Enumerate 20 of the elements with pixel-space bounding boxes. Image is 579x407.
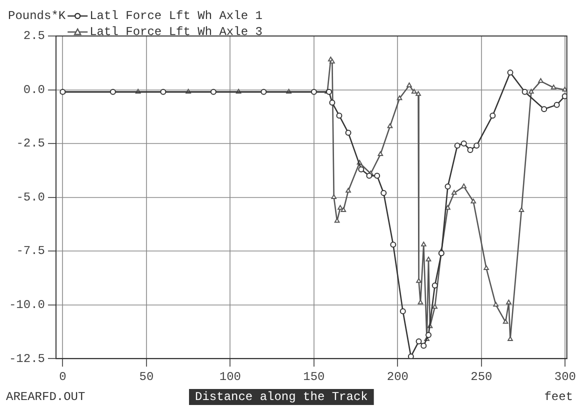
- x-tick-label: 250: [470, 370, 492, 384]
- y-tick-label: -2.5: [16, 136, 45, 151]
- y-tick-label: -10.0: [8, 298, 45, 312]
- y-tick-label: 2.5: [23, 29, 45, 44]
- x-tick-label: 50: [139, 370, 154, 384]
- x-tick-label: 100: [219, 370, 241, 384]
- x-axis-title: Distance along the Track: [195, 390, 368, 404]
- text: feet: [544, 390, 573, 404]
- legend-label: Latl Force Lft Wh Axle 1: [90, 9, 262, 24]
- x-tick-label: 0: [59, 370, 66, 384]
- y-axis-title: Pounds*K: [8, 9, 66, 24]
- text: AREARFD.OUT: [6, 390, 86, 404]
- y-tick-label: -5.0: [16, 190, 45, 204]
- y-tick-label: -12.5: [8, 352, 45, 366]
- y-tick-label: 0.0: [23, 82, 45, 97]
- x-tick-label: 300: [554, 370, 576, 384]
- x-tick-label: 200: [386, 370, 408, 384]
- y-tick-label: -7.5: [16, 244, 45, 258]
- x-tick-label: 150: [303, 370, 325, 384]
- legend-label: Latl Force Lft Wh Axle 3: [90, 25, 262, 40]
